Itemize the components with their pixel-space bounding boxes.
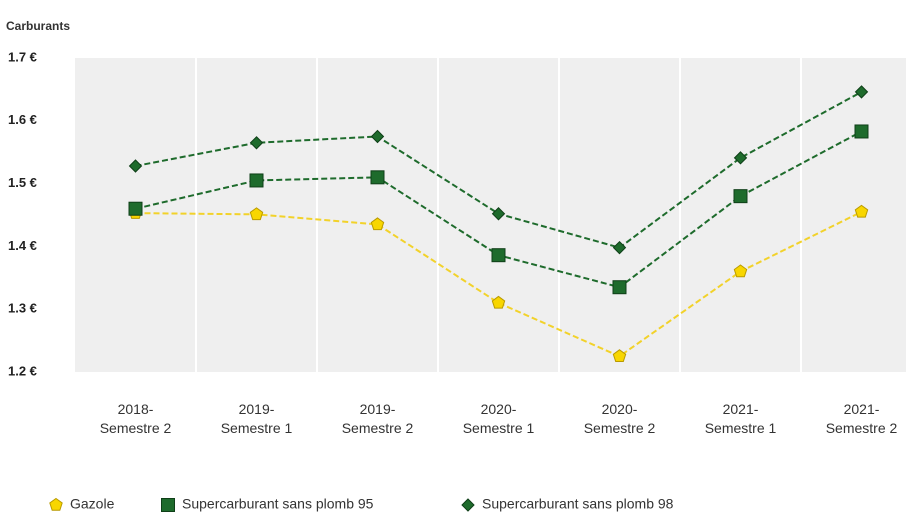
marker — [854, 204, 869, 218]
marker — [249, 136, 264, 150]
marker — [733, 151, 748, 165]
marker — [491, 248, 506, 263]
x-tick-label: 2020-Semestre 2 — [584, 401, 656, 436]
marker — [249, 207, 264, 221]
y-tick-label: 1.6 € — [8, 112, 37, 127]
legend-marker — [461, 498, 475, 512]
marker — [249, 173, 264, 188]
x-tick-label: 2020-Semestre 1 — [463, 401, 535, 436]
marker — [854, 124, 869, 139]
y-tick-label: 1.4 € — [8, 238, 37, 253]
y-tick-label: 1.2 € — [8, 363, 37, 378]
marker — [733, 264, 748, 278]
x-tick-label: 2018-Semestre 2 — [100, 401, 172, 436]
marker — [370, 217, 385, 231]
legend-label: Supercarburant sans plomb 98 — [482, 496, 674, 512]
x-tick-label: 2021-Semestre 2 — [826, 401, 898, 436]
x-tick-label: 2021-Semestre 1 — [705, 401, 777, 436]
legend-label: Supercarburant sans plomb 95 — [182, 496, 374, 512]
marker — [612, 240, 627, 255]
y-tick-label: 1.5 € — [8, 175, 37, 190]
y-tick-label: 1.7 € — [8, 49, 37, 64]
plot-background — [75, 58, 906, 372]
x-tick-label: 2019-Semestre 1 — [221, 401, 293, 436]
marker — [370, 129, 385, 144]
marker — [370, 170, 385, 185]
y-tick-label: 1.3 € — [8, 301, 37, 316]
marker — [854, 85, 869, 99]
marker — [491, 207, 506, 221]
marker — [128, 159, 143, 173]
marker — [612, 280, 627, 295]
chart-title: Carburants — [6, 19, 70, 33]
legend-marker — [161, 498, 175, 512]
marker — [491, 295, 506, 309]
legend-marker — [49, 497, 63, 511]
marker — [128, 201, 143, 216]
x-tick-label: 2019-Semestre 2 — [342, 401, 414, 436]
marker — [612, 349, 627, 363]
marker — [733, 189, 748, 204]
legend-label: Gazole — [70, 496, 115, 512]
